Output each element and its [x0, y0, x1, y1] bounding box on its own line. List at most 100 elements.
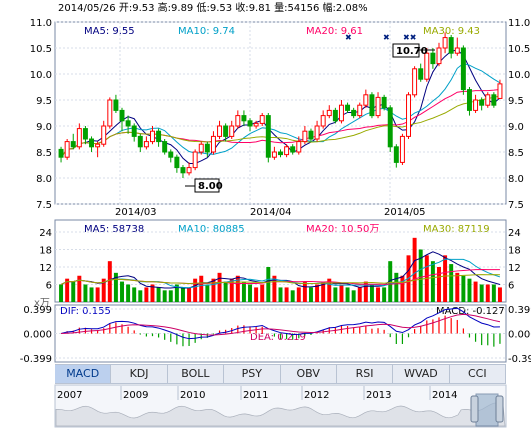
volume-bar[interactable] — [290, 290, 295, 302]
candle-body[interactable] — [259, 115, 265, 124]
volume-bar[interactable] — [205, 284, 210, 303]
volume-bar[interactable] — [89, 287, 94, 302]
timeline-handle-left[interactable] — [470, 395, 479, 423]
volume-bar[interactable] — [65, 278, 70, 302]
candle-body[interactable] — [82, 128, 88, 140]
candle-body[interactable] — [399, 135, 405, 163]
candle-body[interactable] — [143, 141, 149, 148]
candle-body[interactable] — [381, 96, 387, 109]
volume-bar[interactable] — [180, 287, 185, 302]
event-marker[interactable]: ✖ — [383, 33, 390, 42]
candle-body[interactable] — [113, 99, 119, 111]
volume-bar[interactable] — [241, 281, 246, 302]
candle-body[interactable] — [180, 167, 186, 174]
candle-body[interactable] — [235, 115, 241, 127]
volume-bar[interactable] — [278, 287, 283, 302]
volume-bar[interactable] — [363, 281, 368, 302]
volume-bar[interactable] — [138, 290, 143, 302]
volume-bar[interactable] — [473, 281, 478, 302]
volume-bar[interactable] — [461, 275, 466, 302]
tab-wvad[interactable]: WVAD — [393, 365, 450, 383]
candle-body[interactable] — [70, 141, 76, 148]
candle-body[interactable] — [442, 37, 448, 49]
volume-bar[interactable] — [327, 278, 332, 302]
tab-boll[interactable]: BOLL — [168, 365, 225, 383]
volume-bar[interactable] — [321, 281, 326, 302]
volume-bar[interactable] — [467, 278, 472, 302]
candle-body[interactable] — [174, 156, 180, 169]
candle-body[interactable] — [119, 109, 125, 122]
candle-body[interactable] — [150, 130, 155, 143]
volume-bar[interactable] — [376, 287, 381, 302]
candle-body[interactable] — [241, 115, 247, 122]
volume-bar[interactable] — [455, 272, 460, 302]
volume-bar[interactable] — [126, 284, 131, 303]
candle-body[interactable] — [131, 125, 137, 137]
volume-bar[interactable] — [120, 281, 124, 302]
candle-body[interactable] — [107, 99, 113, 127]
volume-bar[interactable] — [443, 255, 448, 302]
candle-body[interactable] — [204, 143, 210, 153]
candle-body[interactable] — [137, 135, 143, 148]
candle-body[interactable] — [265, 115, 271, 158]
volume-bar[interactable] — [71, 281, 76, 302]
tab-macd[interactable]: MACD — [55, 365, 112, 383]
volume-bar[interactable] — [77, 275, 82, 302]
volume-bar[interactable] — [162, 290, 167, 302]
candle-body[interactable] — [253, 122, 259, 127]
volume-bar[interactable] — [156, 287, 161, 302]
event-marker[interactable]: ✖✖ — [403, 33, 417, 42]
volume-bar[interactable] — [418, 249, 423, 303]
tab-obv[interactable]: OBV — [281, 365, 337, 383]
tab-psy[interactable]: PSY — [224, 365, 281, 383]
candle-body[interactable] — [186, 167, 192, 174]
volume-bar[interactable] — [284, 287, 289, 302]
volume-bar[interactable] — [485, 284, 490, 303]
timeline-selection[interactable] — [475, 393, 499, 427]
tab-cci[interactable]: CCI — [450, 365, 506, 383]
tab-kdj[interactable]: KDJ — [111, 365, 168, 383]
candle-body[interactable] — [345, 104, 351, 111]
candle-body[interactable] — [424, 52, 430, 80]
volume-bar[interactable] — [394, 272, 399, 302]
volume-bar[interactable] — [95, 287, 100, 302]
volume-bar[interactable] — [174, 284, 179, 303]
candle-body[interactable] — [338, 104, 344, 122]
candle-body[interactable] — [162, 141, 168, 153]
volume-bar[interactable] — [497, 287, 502, 302]
candle-body[interactable] — [491, 94, 497, 106]
candle-body[interactable] — [332, 109, 338, 122]
volume-bar[interactable] — [479, 284, 484, 303]
candle-body[interactable] — [156, 130, 162, 143]
volume-bar[interactable] — [211, 278, 216, 302]
volume-bar[interactable] — [272, 275, 277, 302]
volume-bar[interactable] — [351, 290, 356, 302]
volume-bar[interactable] — [302, 281, 307, 302]
volume-bar[interactable] — [345, 287, 350, 302]
volume-bar[interactable] — [369, 284, 374, 303]
volume-bar[interactable] — [357, 287, 362, 302]
candle-body[interactable] — [168, 151, 174, 158]
volume-bar[interactable] — [132, 287, 137, 302]
candle-body[interactable] — [198, 143, 204, 153]
candle-body[interactable] — [497, 83, 503, 99]
volume-bar[interactable] — [83, 284, 88, 303]
volume-bar[interactable] — [254, 287, 259, 302]
volume-bar[interactable] — [339, 284, 344, 303]
candle-body[interactable] — [375, 96, 381, 117]
volume-bar[interactable] — [260, 284, 265, 303]
volume-bar[interactable] — [296, 287, 301, 302]
volume-bar[interactable] — [235, 275, 240, 302]
candle-body[interactable] — [210, 135, 216, 153]
candle-body[interactable] — [64, 141, 70, 158]
volume-bar[interactable] — [437, 267, 441, 302]
tab-rsi[interactable]: RSI — [337, 365, 394, 383]
candle-body[interactable] — [473, 99, 479, 111]
candle-body[interactable] — [363, 94, 369, 106]
candle-body[interactable] — [296, 141, 302, 153]
timeline-handle-right[interactable] — [495, 395, 504, 423]
volume-bar[interactable] — [315, 284, 320, 303]
candle-body[interactable] — [320, 115, 326, 127]
volume-bar[interactable] — [308, 287, 313, 302]
candle-body[interactable] — [192, 151, 198, 169]
